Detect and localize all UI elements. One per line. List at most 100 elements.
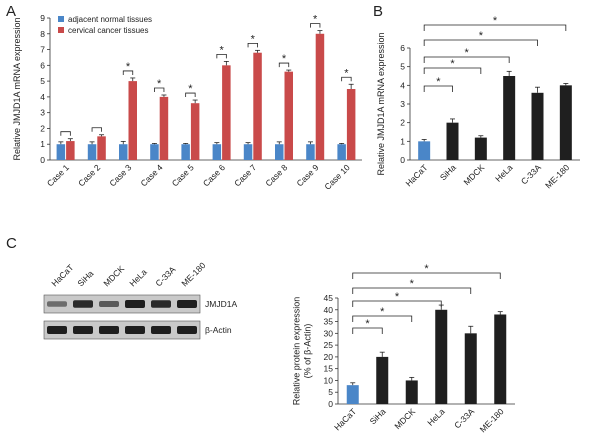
chart-c-comparison-bracket — [352, 300, 442, 307]
chart-a-category-label: Case 9 — [294, 162, 320, 188]
chart-c-y-tick-label: 45 — [324, 293, 334, 303]
chart-a-significance-bracket — [216, 53, 227, 59]
chart-c-y-tick-label: 40 — [324, 305, 334, 315]
chart-a-legend-label: adjacent normal tissues — [68, 15, 152, 24]
chart-c-comparison-star: * — [395, 291, 400, 303]
chart-c-comparison-star: * — [424, 263, 429, 275]
blot-lane-label: SiHa — [75, 268, 95, 288]
chart-a-significance-bracket — [91, 127, 102, 132]
chart-c-y-tick-label: 15 — [324, 364, 334, 374]
chart-a-significance-bracket — [122, 70, 134, 75]
chart-a-y-tick-label: 6 — [40, 60, 45, 70]
chart-a-category-label: Case 1 — [45, 162, 71, 188]
chart-a-category-label: Case 6 — [201, 162, 227, 188]
chart-a-legend-label: cervical cancer tissues — [68, 26, 148, 35]
chart-a-bar-cancer — [128, 81, 137, 160]
blot-row-label: JMJD1A — [205, 299, 237, 309]
chart-c-y-tick-label: 35 — [324, 317, 334, 327]
chart-b: 0 1 2 3 4 5 6 Relative JMJD1A mRNA expression Ha… — [376, 15, 580, 190]
blot-strip — [43, 294, 201, 314]
blot-band — [151, 326, 171, 334]
chart-b-bar — [418, 141, 431, 160]
chart-a-bar-cancer — [66, 141, 75, 160]
chart-a-significance-bracket — [341, 76, 352, 82]
chart-b-comparison-bracket — [423, 85, 453, 92]
blot-lane-label: HaCaT — [49, 262, 75, 288]
chart-a-significance-bracket — [247, 42, 258, 48]
chart-c-category-label: HeLa — [425, 406, 447, 428]
chart-a-category-label: Case 4 — [138, 162, 164, 188]
chart-b-bar — [559, 85, 572, 160]
chart-c-y-tick-label: 5 — [328, 387, 333, 397]
chart-a-y-tick-label: 2 — [40, 123, 45, 133]
chart-a-significance-bracket — [185, 92, 196, 98]
chart-b-y-tick-label: 6 — [400, 43, 405, 53]
chart-b-category-label: ME-180 — [543, 162, 571, 190]
chart-a-bar-normal — [56, 144, 66, 160]
blot-band — [177, 300, 197, 308]
chart-b-category-label: HeLa — [493, 162, 515, 184]
chart-a-y-tick-label: 8 — [40, 29, 45, 39]
chart-a-significance-star: * — [126, 61, 131, 73]
western-blot: HaCaT SiHa MDCK HeLa C-33A ME-180 JMJD1A β-Acti… — [43, 260, 237, 340]
chart-c-bar — [494, 314, 507, 404]
chart-a-bar-cancer — [315, 33, 325, 160]
chart-a-y-tick-label: 5 — [40, 76, 45, 86]
chart-c-y-tick-label: 0 — [328, 399, 333, 409]
chart-a-bar-normal — [306, 144, 315, 160]
chart-c-y-tick-label: 10 — [324, 375, 334, 385]
chart-b-comparison-bracket — [423, 56, 510, 63]
chart-a-category-label: Case 2 — [76, 162, 102, 188]
chart-c-category-label: C-33A — [452, 406, 476, 430]
chart-a-bar-normal — [243, 144, 253, 160]
chart-b-y-tick-label: 1 — [400, 136, 405, 146]
blot-lane-label: ME-180 — [179, 260, 207, 288]
blot-band — [73, 300, 93, 308]
chart-b-y-tick-label: 4 — [400, 80, 405, 90]
chart-a-y-tick-label: 4 — [40, 92, 45, 102]
chart-c-y-tick-label: 20 — [324, 352, 334, 362]
chart-c-bar — [405, 380, 418, 404]
chart-a-y-tick-label: 1 — [40, 139, 45, 149]
chart-c-category-label: MDCK — [392, 406, 417, 431]
blot-band — [99, 301, 119, 307]
chart-a-bar-cancer — [222, 65, 231, 160]
chart-b-comparison-star: * — [479, 30, 484, 42]
blot-lane-label: C-33A — [153, 264, 177, 288]
chart-a-significance-star: * — [219, 44, 224, 56]
chart-b-bar — [531, 92, 544, 160]
blot-band — [177, 326, 197, 334]
chart-a: 0 1 2 3 4 5 6 7 8 9 Relative JMJD1A mRNA expressio… — [12, 13, 362, 192]
chart-c-category-label: ME-180 — [478, 406, 506, 434]
chart-b-category-label: SiHa — [438, 162, 458, 182]
chart-c-comparison-bracket — [352, 272, 501, 279]
chart-c-comparison-bracket — [352, 327, 383, 334]
chart-b-y-tick-label: 0 — [400, 155, 405, 165]
chart-b-comparison-bracket — [423, 39, 538, 46]
chart-a-bar-normal — [337, 144, 346, 160]
chart-a-y-axis-title: Relative JMJD1A mRNA expression — [12, 17, 22, 160]
blot-row-label: β-Actin — [205, 325, 232, 335]
chart-b-bar — [446, 122, 459, 160]
chart-a-bar-cancer — [284, 71, 293, 160]
chart-c-comparison-bracket — [352, 287, 472, 294]
chart-c-category-label: HaCaT — [332, 406, 358, 432]
chart-a-bar-cancer — [346, 89, 356, 160]
chart-a-bar-normal — [212, 144, 222, 160]
chart-c-comparison-star: * — [380, 306, 385, 318]
blot-band — [47, 301, 67, 307]
chart-a-bar-normal — [119, 144, 128, 160]
chart-b-comparison-star: * — [436, 76, 441, 88]
chart-a-bar-normal — [181, 144, 190, 160]
chart-c-bar — [376, 356, 389, 404]
chart-b-category-label: MDCK — [461, 162, 486, 187]
chart-a-legend-swatch — [58, 16, 64, 22]
chart-c-bar — [464, 333, 477, 404]
chart-a-category-label: Case 5 — [170, 162, 196, 188]
chart-b-comparison-bracket — [423, 67, 482, 74]
chart-a-category-label: Case 8 — [263, 162, 289, 188]
chart-c-comparison-bracket — [352, 315, 413, 322]
chart-c-y-tick-label: 30 — [324, 328, 334, 338]
chart-a-bar-normal — [275, 144, 284, 160]
